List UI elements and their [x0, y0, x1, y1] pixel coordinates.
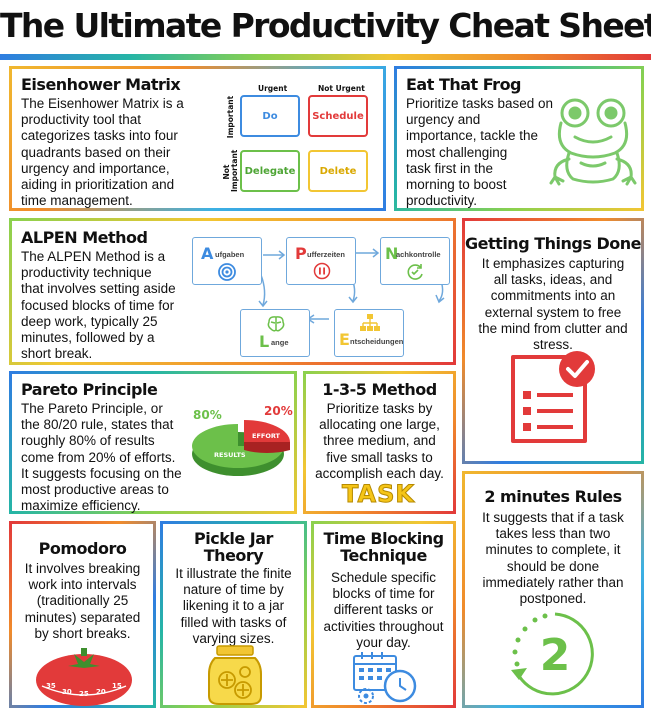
two-min-text: It suggests that if a task takes less tha…	[482, 510, 624, 607]
pickle-heading: Pickle Jar Theory	[194, 529, 273, 565]
brain-icon	[267, 316, 285, 332]
pomodoro-text: It involves breaking work into intervals …	[24, 561, 141, 641]
pareto-text: The Pareto Principle, or the 80/20 rule, …	[21, 401, 182, 514]
matrix-col-urgent: Urgent	[258, 84, 288, 93]
target-icon	[218, 263, 236, 281]
review-icon	[407, 264, 423, 280]
alpen-step-l: L ange	[240, 309, 310, 357]
card-alpen-method: ALPEN Method The ALPEN Method is a produc…	[9, 218, 456, 365]
pomodoro-heading: Pomodoro	[38, 539, 127, 558]
matrix-row-not-important: Not Important	[222, 149, 239, 192]
frog-text: Prioritize tasks based on urgency and imp…	[406, 96, 554, 209]
alpen-step-n: N achkontrolle	[380, 237, 450, 285]
timeblock-heading: Time Blocking Technique	[323, 529, 444, 565]
timeblock-text: Schedule specific blocks of time for diff…	[323, 570, 444, 650]
pct-results-label: 80%	[193, 408, 222, 422]
results-slice-label: RESULTS	[214, 451, 246, 459]
alpen-step-e: E ntscheidungen	[334, 309, 404, 357]
two-minute-clock-icon: 2	[511, 612, 594, 696]
hierarchy-icon	[360, 314, 380, 331]
task-badge-icon: TASK	[342, 480, 415, 509]
two-min-heading: 2 minutes Rules	[484, 487, 622, 506]
eisenhower-text: The Eisenhower Matrix is a productivity t…	[21, 96, 184, 209]
matrix-col-not-urgent: Not Urgent	[318, 84, 365, 93]
alpen-step-p: P ufferzeiten	[286, 237, 356, 285]
dial-30: 30	[62, 688, 72, 696]
matrix-cell-do: Do	[240, 95, 300, 137]
card-pickle-jar-theory: Pickle Jar Theory It illustrate the finit…	[160, 521, 307, 708]
matrix-row-important: Important	[226, 95, 235, 139]
alpen-heading: ALPEN Method	[21, 228, 148, 247]
card-eisenhower: Eisenhower Matrix The Eisenhower Matrix …	[9, 66, 386, 211]
alpen-text: The ALPEN Method is a productivity techni…	[21, 249, 176, 362]
effort-slice-label: EFFORT	[252, 432, 281, 440]
alpen-step-a: A ufgaben	[192, 237, 262, 285]
checklist-icon	[511, 351, 595, 443]
dial-35: 35	[46, 682, 56, 690]
gtd-heading: Getting Things Done	[465, 234, 641, 253]
pause-icon	[313, 262, 331, 280]
pickle-jar-icon	[208, 645, 262, 705]
tomato-timer-icon: 35 30 25 20 15	[36, 648, 132, 706]
dial-25: 25	[79, 690, 89, 698]
card-1-3-5-method: 1-3-5 Method Prioritize tasks by allocati…	[303, 371, 456, 514]
m135-heading: 1-3-5 Method	[322, 380, 437, 399]
matrix-cell-delete: Delete	[308, 150, 368, 192]
pickle-text: It illustrate the finite nature of time b…	[175, 566, 292, 646]
frog-icon	[549, 98, 637, 186]
dial-15: 15	[112, 682, 122, 690]
card-pomodoro: Pomodoro It involves breaking work into i…	[9, 521, 156, 708]
pareto-heading: Pareto Principle	[21, 380, 158, 399]
page-title: The Ultimate Productivity Cheat Sheet	[0, 6, 651, 45]
pct-effort-label: 20%	[264, 404, 293, 418]
matrix-cell-delegate: Delegate	[240, 150, 300, 192]
card-eat-that-frog: Eat That Frog Prioritize tasks based on u…	[394, 66, 644, 211]
eisenhower-heading: Eisenhower Matrix	[21, 75, 181, 94]
calendar-clock-icon	[353, 652, 417, 704]
frog-heading: Eat That Frog	[406, 75, 522, 94]
pareto-pie-chart: 80% 20% EFFORT RESULTS	[192, 404, 293, 476]
dial-20: 20	[96, 688, 106, 696]
clock-number: 2	[540, 630, 571, 681]
card-pareto-principle: Pareto Principle The Pareto Principle, o…	[9, 371, 297, 514]
gtd-text: It emphasizes capturing all tasks, ideas,…	[478, 256, 628, 353]
title-divider	[0, 54, 651, 60]
card-getting-things-done: Getting Things Done It emphasizes captur…	[462, 218, 644, 464]
alpen-flow-arrows	[258, 248, 445, 324]
m135-text: Prioritize tasks by allocating one large,…	[315, 401, 444, 481]
matrix-cell-schedule: Schedule	[308, 95, 368, 137]
card-2-minutes-rules: 2 minutes Rules It suggests that if a ta…	[462, 471, 644, 708]
card-time-blocking: Time Blocking Technique Schedule specific…	[311, 521, 456, 708]
